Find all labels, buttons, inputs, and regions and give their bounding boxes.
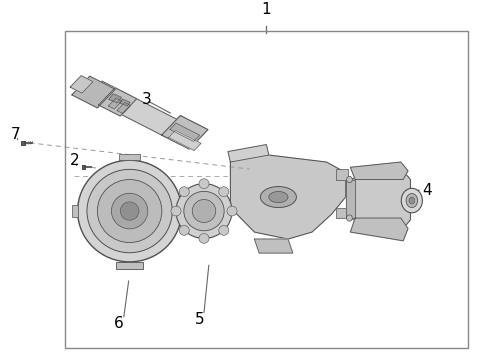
Bar [181, 205, 187, 217]
Bar [119, 154, 140, 160]
Polygon shape [109, 94, 121, 103]
Ellipse shape [199, 179, 209, 189]
Ellipse shape [192, 199, 216, 223]
Text: 2: 2 [70, 153, 79, 168]
Polygon shape [254, 239, 293, 253]
Text: 3: 3 [142, 92, 151, 107]
Ellipse shape [401, 188, 422, 213]
Polygon shape [72, 76, 115, 108]
Polygon shape [350, 171, 410, 228]
Ellipse shape [269, 192, 288, 203]
Ellipse shape [184, 191, 224, 231]
Ellipse shape [87, 169, 172, 253]
Ellipse shape [97, 179, 162, 243]
Ellipse shape [179, 187, 189, 197]
Polygon shape [108, 98, 122, 109]
Polygon shape [350, 218, 408, 241]
Ellipse shape [120, 202, 139, 220]
Bar [336, 169, 348, 180]
Ellipse shape [171, 206, 181, 216]
Bar [65, 31, 468, 348]
Bar [82, 165, 85, 169]
Bar [336, 208, 348, 218]
Bar [117, 262, 143, 269]
Text: 1: 1 [262, 2, 271, 17]
Polygon shape [162, 116, 208, 149]
Ellipse shape [179, 226, 189, 235]
Text: 5: 5 [194, 312, 204, 327]
Polygon shape [70, 76, 93, 93]
Bar [21, 141, 25, 145]
Polygon shape [170, 123, 200, 141]
Ellipse shape [347, 176, 352, 183]
Ellipse shape [199, 233, 209, 243]
Bar [72, 205, 78, 217]
Polygon shape [346, 180, 355, 218]
Text: 4: 4 [422, 183, 432, 198]
Polygon shape [350, 162, 408, 180]
Ellipse shape [111, 193, 148, 229]
Ellipse shape [176, 184, 232, 238]
Ellipse shape [78, 160, 181, 262]
Ellipse shape [406, 194, 418, 208]
Ellipse shape [260, 187, 296, 208]
Polygon shape [228, 145, 269, 162]
Polygon shape [230, 155, 346, 239]
Ellipse shape [227, 206, 237, 216]
Ellipse shape [409, 197, 415, 204]
Polygon shape [117, 102, 131, 113]
Text: 7: 7 [11, 127, 20, 141]
Polygon shape [98, 88, 137, 116]
Polygon shape [168, 130, 201, 150]
Ellipse shape [219, 187, 229, 197]
Ellipse shape [347, 215, 352, 221]
Text: 6: 6 [114, 315, 124, 330]
Polygon shape [120, 99, 130, 106]
Polygon shape [87, 81, 196, 145]
Ellipse shape [219, 226, 229, 235]
